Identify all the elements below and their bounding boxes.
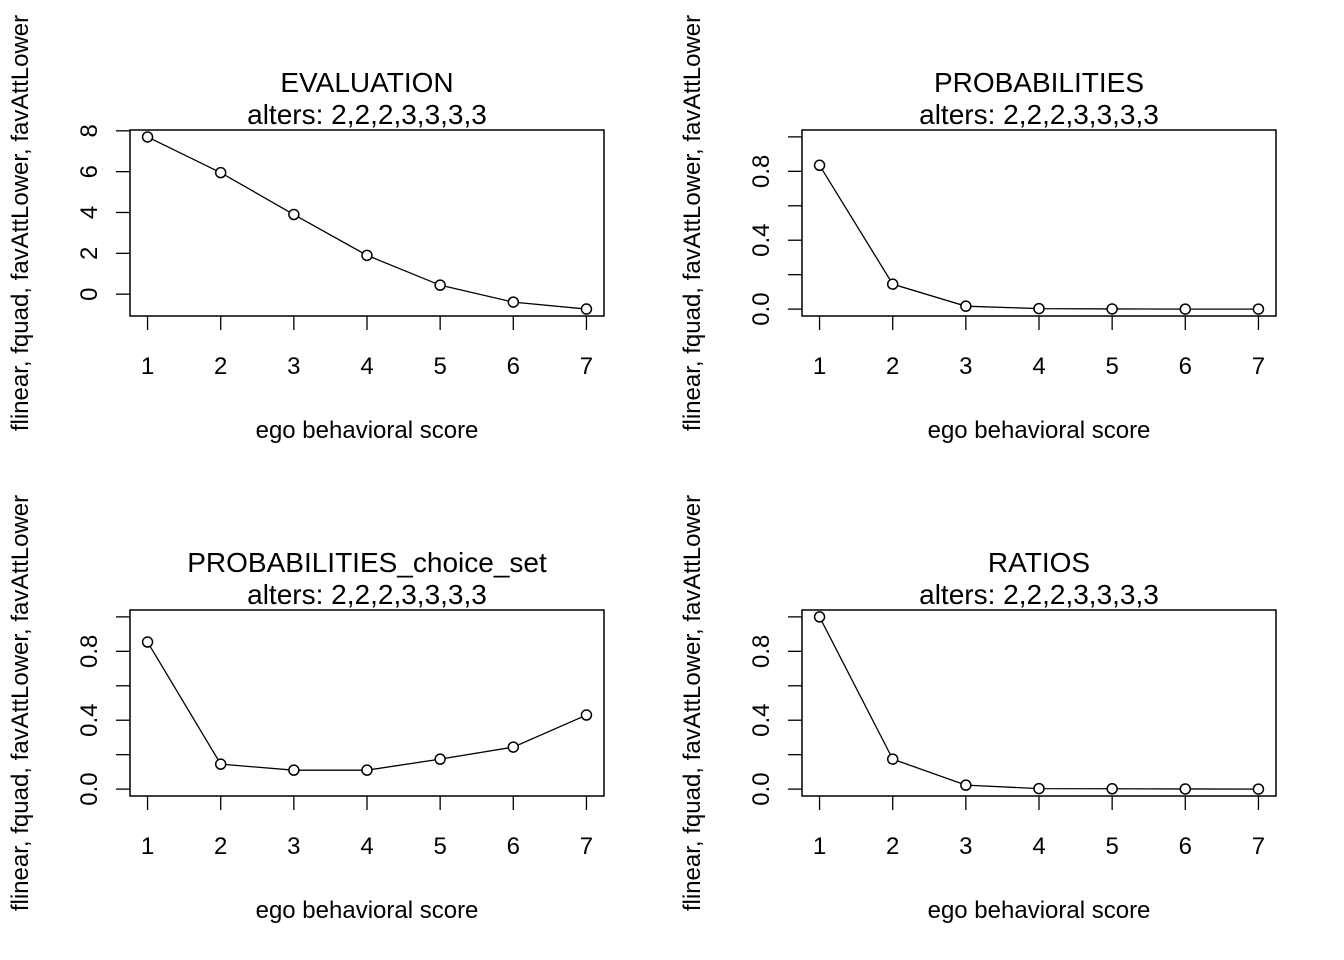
data-point	[507, 741, 520, 753]
plot-frame	[801, 129, 1277, 317]
y-tick-label: 0.8	[748, 635, 775, 668]
data-line	[147, 136, 587, 310]
chart-title: PROBABILITIES	[934, 67, 1144, 98]
x-tick-label: 6	[507, 833, 520, 860]
x-tick-label: 5	[433, 353, 446, 380]
y-axis-label: flinear, fquad, favAttLower, favAttLower	[679, 15, 706, 431]
x-tick-label: 6	[507, 353, 520, 380]
data-point	[361, 249, 373, 262]
x-tick-label: 3	[287, 833, 300, 860]
data-point	[1252, 303, 1265, 315]
plot-frame	[801, 609, 1277, 797]
data-line	[818, 616, 1259, 790]
chart-subtitle: alters: 2,2,2,3,3,3,3	[919, 579, 1159, 610]
data-point	[507, 296, 520, 308]
plot-frame	[129, 129, 605, 317]
y-axis-label: flinear, fquad, favAttLower, favAttLower	[7, 15, 34, 431]
data-point	[960, 779, 972, 791]
x-tick-label: 6	[1179, 833, 1192, 860]
x-tick-label: 1	[141, 833, 154, 860]
y-tick-label: 6	[76, 165, 103, 178]
data-line	[819, 164, 1259, 310]
data-point	[813, 159, 826, 172]
y-tick-label: 0.4	[748, 704, 775, 737]
data-point	[141, 636, 154, 648]
y-tick-label: 0	[76, 287, 103, 300]
y-tick-label: 0.8	[76, 635, 103, 668]
x-tick-label: 2	[886, 833, 899, 860]
data-point	[141, 131, 154, 143]
data-point	[214, 758, 227, 770]
x-axis-label: ego behavioral score	[928, 897, 1151, 924]
x-tick-label: 7	[580, 833, 593, 860]
x-tick-label: 4	[360, 833, 373, 860]
x-tick-label: 2	[886, 353, 899, 380]
x-tick-label: 1	[141, 353, 154, 380]
y-axis-label: flinear, fquad, favAttLower, favAttLower	[7, 495, 34, 911]
data-point	[214, 166, 227, 179]
y-tick-label: 4	[76, 206, 103, 219]
x-tick-label: 4	[1032, 833, 1045, 860]
x-tick-label: 6	[1179, 353, 1192, 380]
x-tick-label: 3	[959, 353, 972, 380]
y-axis-label: flinear, fquad, favAttLower, favAttLower	[679, 495, 706, 911]
x-tick-label: 7	[1252, 353, 1265, 380]
x-tick-label: 5	[1105, 353, 1118, 380]
y-tick-label: 0.4	[748, 224, 775, 257]
y-tick-label: 0.0	[748, 292, 775, 325]
x-tick-label: 4	[360, 353, 373, 380]
data-point	[886, 753, 899, 765]
chart-title: EVALUATION	[280, 67, 453, 98]
chart-subtitle: alters: 2,2,2,3,3,3,3	[247, 579, 487, 610]
data-point	[1033, 782, 1045, 795]
chart-title: RATIOS	[988, 547, 1090, 578]
x-tick-label: 5	[1105, 833, 1118, 860]
chart-subtitle: alters: 2,2,2,3,3,3,3	[919, 99, 1159, 130]
x-tick-label: 7	[580, 353, 593, 380]
data-point	[1033, 302, 1045, 315]
data-point	[580, 709, 593, 721]
x-axis-label: ego behavioral score	[256, 897, 479, 924]
y-tick-label: 2	[76, 247, 103, 260]
x-tick-label: 1	[813, 353, 826, 380]
y-tick-label: 0.8	[748, 155, 775, 188]
y-tick-label: 8	[76, 124, 103, 137]
data-point	[1106, 303, 1118, 315]
x-tick-label: 3	[287, 353, 300, 380]
x-axis-label: ego behavioral score	[928, 417, 1151, 444]
data-line	[146, 641, 587, 771]
data-point	[288, 208, 300, 221]
data-point	[960, 300, 972, 312]
x-tick-label: 4	[1032, 353, 1045, 380]
data-point	[1179, 303, 1192, 315]
x-tick-label: 3	[959, 833, 972, 860]
data-point	[813, 611, 826, 623]
chart-subtitle: alters: 2,2,2,3,3,3,3	[247, 99, 487, 130]
chart-title: PROBABILITIES_choice_set	[187, 547, 547, 578]
x-tick-label: 1	[813, 833, 826, 860]
y-tick-label: 0.0	[748, 772, 775, 805]
data-point	[580, 303, 593, 315]
y-tick-label: 0.0	[76, 772, 103, 805]
x-axis-label: ego behavioral score	[256, 417, 479, 444]
x-tick-label: 7	[1252, 833, 1265, 860]
data-point	[1106, 783, 1118, 795]
data-point	[434, 279, 446, 291]
data-point	[434, 753, 446, 765]
data-point	[1179, 783, 1192, 795]
x-tick-label: 5	[433, 833, 446, 860]
x-tick-label: 2	[214, 833, 227, 860]
data-point	[886, 278, 899, 290]
data-point	[1252, 783, 1265, 795]
data-point	[361, 764, 373, 776]
x-tick-label: 2	[214, 353, 227, 380]
y-tick-label: 0.4	[76, 704, 103, 737]
data-point	[288, 764, 300, 776]
